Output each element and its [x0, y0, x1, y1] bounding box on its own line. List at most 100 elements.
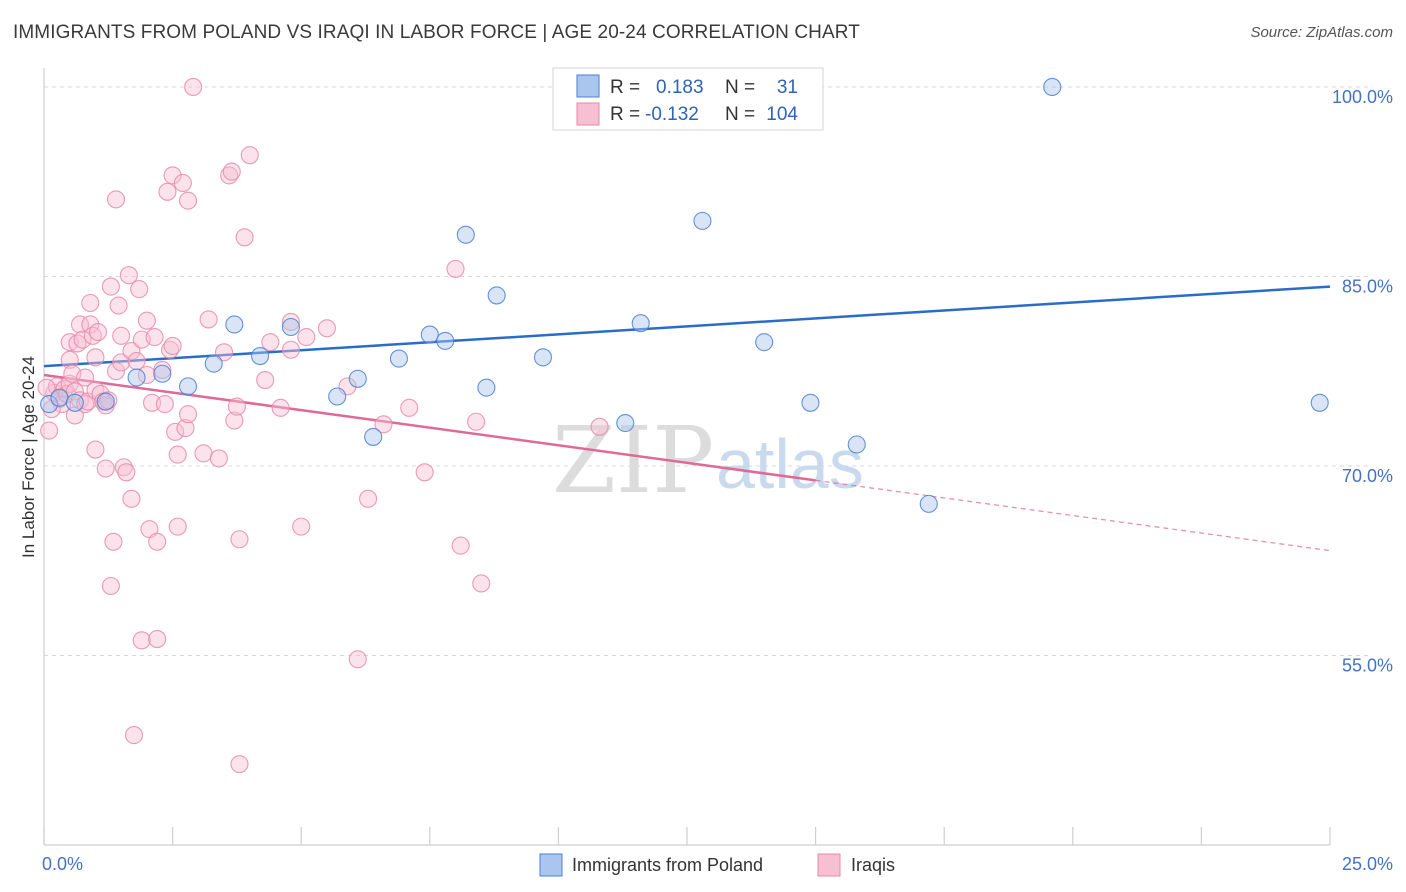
iraqi-point-100 [472, 574, 491, 593]
poland-point-30 [1310, 393, 1329, 412]
poland-point-11 [328, 387, 347, 406]
chart-title: IMMIGRANTS FROM POLAND VS IRAQI IN LABOR… [13, 22, 860, 43]
iraqi-point-96 [415, 463, 434, 482]
poland-point-22 [616, 413, 635, 433]
poland-point-29 [1043, 77, 1062, 97]
iraqi-point-30 [96, 396, 115, 415]
iraqi-point-21 [81, 315, 100, 334]
iraqi-point-90 [317, 319, 336, 338]
iraqi-point-67 [176, 419, 195, 438]
iraqi-point-99 [467, 412, 486, 431]
iraqi-point-72 [199, 310, 218, 329]
poland-point-18 [477, 378, 496, 397]
poland-point-9 [250, 347, 270, 366]
iraqi-point-38 [112, 353, 131, 372]
poland-point-14 [389, 349, 408, 368]
iraqi-point-101 [590, 417, 609, 436]
iraqi-point-61 [163, 336, 182, 356]
iraqi-point-53 [142, 393, 162, 412]
iraqi-point-59 [158, 182, 177, 201]
y-tick-label-1: 70.0% [1342, 466, 1393, 486]
legend-swatch-poland [539, 853, 563, 877]
iraqi-point-85 [271, 398, 290, 417]
iraqi-point-20 [81, 293, 100, 313]
iraqi-point-50 [137, 311, 156, 330]
stats-legend-n-value-poland: 31 [777, 77, 798, 98]
poland-point-8 [225, 315, 244, 334]
trend-line-solid-0 [43, 285, 1331, 368]
iraqi-point-76 [222, 162, 241, 181]
trend-line-solid-1 [43, 373, 816, 482]
iraqi-point-16 [73, 330, 92, 349]
iraqi-point-80 [230, 755, 249, 774]
iraqi-point-24 [86, 348, 105, 367]
iraqi-point-82 [240, 146, 259, 165]
iraqi-point-57 [153, 360, 172, 380]
poland-point-27 [847, 435, 866, 454]
poland-point-4 [127, 368, 146, 387]
poland-point-15 [420, 325, 439, 344]
iraqi-point-92 [348, 650, 367, 669]
iraqi-point-89 [297, 328, 316, 347]
trend-line-dashed-1 [815, 479, 1331, 552]
iraqi-point-93 [359, 489, 378, 508]
poland-point-7 [204, 354, 223, 373]
iraqi-point-44 [122, 341, 141, 361]
poland-point-12 [348, 369, 367, 388]
poland-point-17 [456, 225, 475, 244]
iraqi-point-69 [178, 191, 198, 210]
stats-legend-n-label-2: N = [725, 104, 755, 125]
iraqi-point-94 [374, 415, 393, 434]
iraqi-point-88 [292, 517, 311, 536]
poland-point-6 [178, 377, 198, 396]
poland-point-23 [631, 314, 650, 333]
iraqi-point-5 [55, 379, 74, 398]
x-tick-label-0: 0.0% [42, 854, 83, 874]
poland-point-2 [65, 393, 84, 412]
poland-point-28 [919, 494, 938, 513]
poland-point-5 [153, 364, 172, 383]
iraqi-point-14 [70, 315, 90, 334]
iraqi-point-32 [101, 576, 120, 596]
iraqi-point-79 [230, 530, 249, 549]
bottom-legend: Immigrants from Poland Iraqis [539, 853, 895, 877]
stats-legend-r-value-poland: 0.183 [656, 77, 704, 98]
poland-point-3 [96, 392, 115, 411]
iraqi-point-95 [400, 398, 419, 417]
iraqi-point-39 [112, 326, 131, 345]
iraqi-point-18 [76, 368, 95, 387]
y-tick-label-2: 85.0% [1342, 276, 1393, 296]
poland-point-10 [281, 317, 300, 337]
iraqi-point-49 [132, 631, 151, 650]
y-tick-label-3: 100.0% [1332, 87, 1393, 107]
poland-point-19 [487, 286, 506, 305]
iraqi-point-0 [40, 421, 59, 440]
iraqi-point-42 [119, 266, 138, 285]
iraqi-point-78 [227, 397, 246, 416]
iraqi-point-73 [209, 449, 228, 468]
legend-label-iraqis: Iraqis [851, 855, 895, 875]
poland-point-0 [40, 395, 59, 414]
iraqi-point-81 [235, 228, 254, 247]
iraqi-point-23 [86, 440, 105, 459]
iraqi-point-63 [166, 422, 185, 441]
iraqi-point-26 [88, 323, 108, 342]
stats-legend-n-label: N = [725, 77, 755, 98]
iraqi-point-70 [184, 77, 203, 97]
iraqi-point-46 [127, 352, 146, 371]
iraqi-point-74 [214, 343, 234, 362]
poland-point-13 [364, 427, 383, 446]
poland-point-26 [801, 393, 820, 412]
poland-point-1 [50, 388, 69, 407]
legend-label-poland: Immigrants from Poland [572, 855, 763, 875]
iraqi-point-64 [168, 445, 187, 464]
y-tick-label-0: 55.0% [1342, 655, 1393, 675]
iraqi-point-41 [117, 463, 136, 482]
trend-lines [43, 285, 1331, 552]
legend-swatch-iraqis [817, 853, 841, 877]
iraqi-point-56 [148, 630, 167, 649]
iraqi-point-35 [106, 190, 126, 209]
iraqi-point-83 [256, 371, 275, 390]
stats-legend: R = 0.183 N = 31 R = -0.132 N = 104 [552, 67, 824, 131]
